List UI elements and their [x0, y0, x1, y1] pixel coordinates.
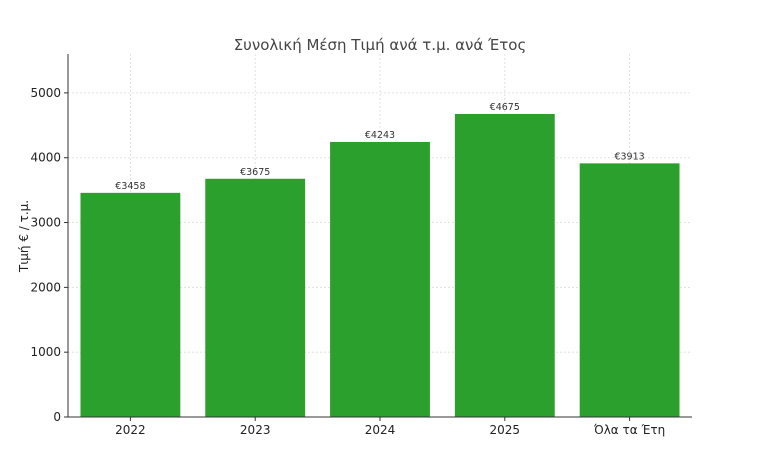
- x-tick-label: Όλα τα Έτη: [593, 423, 665, 437]
- data-label: €3675: [240, 167, 270, 178]
- y-tick-label: 5000: [30, 86, 61, 100]
- bars: [80, 113, 680, 417]
- bar: [205, 178, 306, 417]
- y-tick-label: 3000: [30, 216, 61, 230]
- axes: [64, 54, 692, 421]
- data-label: €3458: [115, 181, 145, 192]
- labels: €3458 €3675 €4243 €4675 €3913 0 1000 2000 3000 40…: [30, 86, 665, 437]
- data-label: €3913: [614, 151, 644, 162]
- y-tick-label: 2000: [30, 280, 61, 294]
- data-label: €4243: [365, 130, 395, 141]
- x-tick-label: 2024: [365, 423, 396, 437]
- data-label: €4675: [490, 102, 520, 113]
- y-axis-label: Τιμή € / τ.μ.: [17, 200, 31, 273]
- x-tick-label: 2023: [240, 423, 271, 437]
- bar: [330, 141, 430, 417]
- y-tick-label: 4000: [30, 151, 61, 165]
- bar: [80, 192, 181, 417]
- y-tick-label: 1000: [30, 345, 61, 359]
- bar: [579, 163, 680, 417]
- x-tick-label: 2022: [115, 423, 146, 437]
- bar: [454, 113, 555, 417]
- chart-title: Συνολική Μέση Τιμή ανά τ.μ. ανά Έτος: [234, 36, 527, 54]
- x-tick-label: 2025: [490, 423, 521, 437]
- y-tick-label: 0: [53, 410, 61, 424]
